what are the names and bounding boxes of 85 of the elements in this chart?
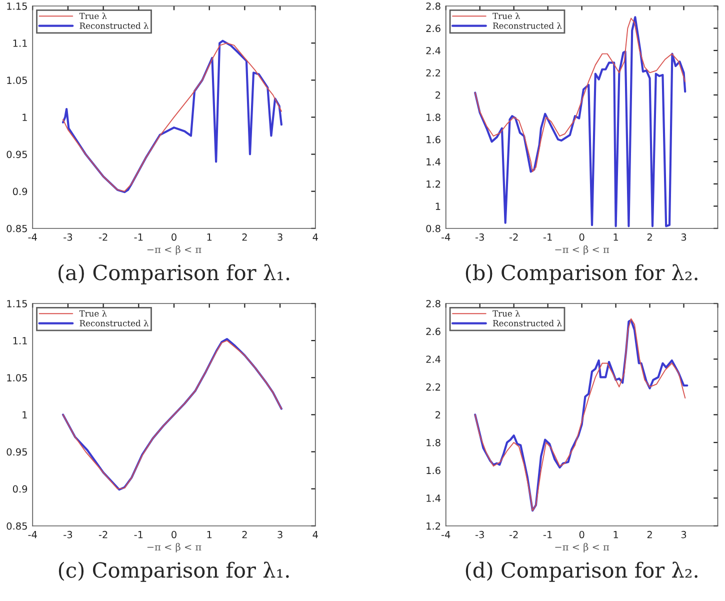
- y-tick-label: 0.95: [6, 150, 27, 158]
- legend-label: Reconstructed λ: [493, 22, 562, 29]
- x-tick-label: -4: [28, 531, 37, 538]
- x-tick-label: 1: [614, 531, 618, 538]
- y-tick-label: 2.6: [426, 24, 440, 32]
- y-tick-label: 1.8: [426, 114, 440, 122]
- x-tick-label: 1: [207, 531, 212, 538]
- x-axis-title: −π < β < π: [555, 245, 610, 255]
- y-tick-label: 1.2: [426, 522, 440, 530]
- y-tick-label: 2.4: [426, 356, 440, 363]
- y-tick-label: 0.8: [426, 224, 440, 232]
- x-tick-label: 0: [579, 530, 584, 538]
- y-tick-label: 1.6: [426, 466, 440, 474]
- x-tick-label: 1: [207, 234, 212, 241]
- x-tick-label: -2: [98, 233, 108, 241]
- x-tick-label: 3: [278, 530, 282, 538]
- y-tick-label: 1.15: [7, 300, 27, 308]
- text: (b) Comparison for λ₂.: [466, 264, 698, 284]
- text: (c) Comparison for λ₁.: [58, 562, 289, 582]
- x-tick-label: -3: [64, 233, 72, 241]
- x-tick-label: 3: [278, 233, 282, 241]
- legend-label: True λ: [79, 12, 107, 20]
- x-tick-label: 2: [242, 530, 247, 538]
- y-tick-label: 2.8: [426, 300, 440, 308]
- y-tick-label: 1.4: [426, 494, 440, 502]
- y-tick-label: 1.8: [426, 438, 440, 446]
- x-tick-label: 3: [681, 530, 686, 538]
- x-tick-label: -1: [134, 531, 143, 538]
- x-tick-label: -1: [134, 234, 143, 241]
- y-tick-label: 2.8: [426, 2, 440, 10]
- x-tick-label: -4: [28, 234, 37, 241]
- text: (d) Comparison for λ₂.: [466, 562, 698, 582]
- legend-label: True λ: [79, 310, 107, 317]
- text: (a) Comparison for λ₁.: [58, 264, 290, 284]
- y-tick-label: 1.15: [7, 2, 27, 10]
- x-tick-label: -4: [442, 531, 450, 538]
- legend-label: True λ: [492, 310, 520, 317]
- y-tick-label: 0.9: [12, 188, 28, 196]
- x-tick-label: 0: [172, 233, 176, 241]
- x-tick-label: 1: [614, 234, 618, 241]
- x-tick-label: -3: [64, 530, 72, 538]
- y-tick-label: 0.85: [6, 224, 27, 232]
- x-tick-label: 4: [312, 531, 318, 538]
- x-tick-label: -4: [442, 234, 450, 241]
- y-tick-label: 2: [436, 411, 440, 418]
- y-tick-label: 1.2: [426, 180, 440, 188]
- x-tick-label: -3: [475, 233, 484, 241]
- y-tick-label: 2.4: [426, 46, 440, 54]
- line-series: [474, 18, 686, 172]
- x-tick-label: -3: [475, 530, 484, 538]
- x-tick-label: 0: [172, 530, 176, 538]
- legend-label: True λ: [492, 12, 520, 20]
- x-axis-title: −π < β < π: [147, 245, 202, 255]
- y-tick-label: 2.2: [426, 69, 440, 76]
- y-tick-label: 1.05: [7, 374, 27, 382]
- y-tick-label: 1.1: [13, 337, 27, 344]
- y-tick-label: 0.95: [6, 448, 27, 456]
- x-tick-label: -1: [543, 234, 552, 241]
- y-tick-label: 1: [22, 411, 27, 418]
- y-tick-label: 0.85: [6, 522, 27, 530]
- x-tick-label: -2: [98, 530, 108, 538]
- legend-label: Reconstructed λ: [80, 320, 149, 326]
- y-tick-label: 1.6: [426, 136, 440, 144]
- y-tick-label: 0.9: [12, 485, 28, 493]
- x-axis-title: −π < β < π: [555, 542, 610, 552]
- x-axis-title: −π < β < π: [147, 542, 202, 552]
- y-tick-label: 2.2: [426, 383, 440, 391]
- x-tick-label: 2: [647, 530, 652, 538]
- y-tick-label: 1: [436, 202, 440, 210]
- x-tick-label: 2: [242, 233, 247, 241]
- y-tick-label: 1.05: [7, 76, 27, 84]
- y-tick-label: 2.6: [426, 328, 440, 336]
- legend-label: Reconstructed λ: [80, 22, 149, 29]
- x-tick-label: 0: [579, 233, 584, 241]
- y-tick-label: 1: [22, 114, 27, 121]
- x-tick-label: 2: [647, 233, 652, 241]
- x-tick-label: 3: [681, 233, 686, 241]
- x-tick-label: 4: [312, 234, 318, 241]
- legend-label: Reconstructed λ: [493, 320, 562, 326]
- y-tick-label: 2: [436, 91, 440, 99]
- x-tick-label: -1: [543, 531, 552, 538]
- y-tick-label: 1.1: [13, 40, 27, 47]
- x-tick-label: -2: [509, 233, 518, 241]
- x-tick-label: -2: [509, 530, 518, 538]
- y-tick-label: 1.4: [426, 158, 440, 166]
